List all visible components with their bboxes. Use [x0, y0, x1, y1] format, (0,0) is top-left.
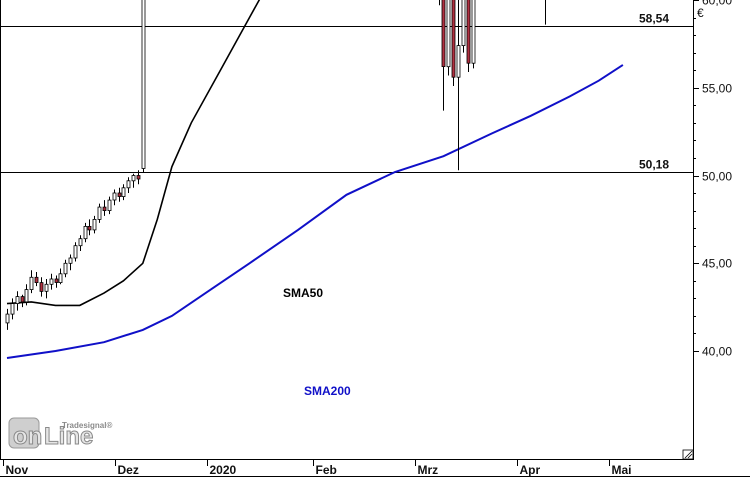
candle-up [30, 277, 33, 289]
svg-text:Tradesignal®: Tradesignal® [62, 421, 112, 430]
candle-down [40, 283, 43, 292]
resize-grip-icon[interactable] [683, 450, 693, 459]
candle-up [132, 176, 135, 181]
x-tick-label: Nov [6, 463, 29, 477]
candle-up [79, 239, 82, 246]
candle-up [6, 314, 9, 323]
x-tick-label: Mai [612, 463, 632, 477]
svg-text:on: on [13, 423, 42, 450]
candle-up [45, 284, 48, 291]
candle-up [108, 200, 111, 211]
currency-label: € [697, 6, 704, 20]
candle-up [127, 181, 130, 188]
candle-down [55, 279, 58, 283]
candle-up [25, 290, 28, 302]
sma50-label: SMA50 [283, 286, 323, 300]
candle-down [118, 193, 121, 197]
candle-up [122, 188, 125, 197]
candle-down [442, 0, 445, 67]
candle-up [93, 219, 96, 230]
candle-up [64, 263, 67, 274]
level-label: 58,54 [639, 12, 669, 26]
x-tick-label: Apr [520, 463, 541, 477]
candle-up [74, 246, 77, 258]
x-tick-label: 2020 [210, 463, 237, 477]
candle-up [98, 207, 101, 219]
y-tick-label: 55,00 [702, 82, 732, 96]
candle-down [35, 277, 38, 282]
candle-up [447, 0, 450, 67]
candle-down [88, 226, 91, 230]
sma200-label: SMA200 [304, 384, 351, 398]
candle-up [11, 304, 14, 315]
candle-up [84, 226, 87, 238]
candle-up [69, 258, 72, 263]
candle-up [142, 0, 145, 169]
y-tick-label: 50,00 [702, 170, 732, 184]
level-label: 50,18 [639, 158, 669, 172]
candle-up [457, 46, 460, 78]
candle-down [467, 0, 470, 63]
candle-up [113, 193, 116, 200]
candle-down [21, 297, 24, 302]
y-tick-label: 60,00 [702, 0, 732, 8]
candle-up [16, 297, 19, 304]
candle-down [103, 207, 106, 211]
candle-up [462, 0, 465, 46]
candle-up [59, 274, 62, 283]
candle-down [137, 176, 140, 180]
candle-up [50, 279, 53, 284]
candle-down [452, 0, 455, 77]
x-tick-label: Feb [316, 463, 337, 477]
x-tick-label: Dez [118, 463, 139, 477]
x-tick-label: Mrz [418, 463, 439, 477]
candle-up [472, 0, 475, 63]
y-tick-label: 40,00 [702, 345, 732, 359]
y-tick-label: 45,00 [702, 257, 732, 271]
